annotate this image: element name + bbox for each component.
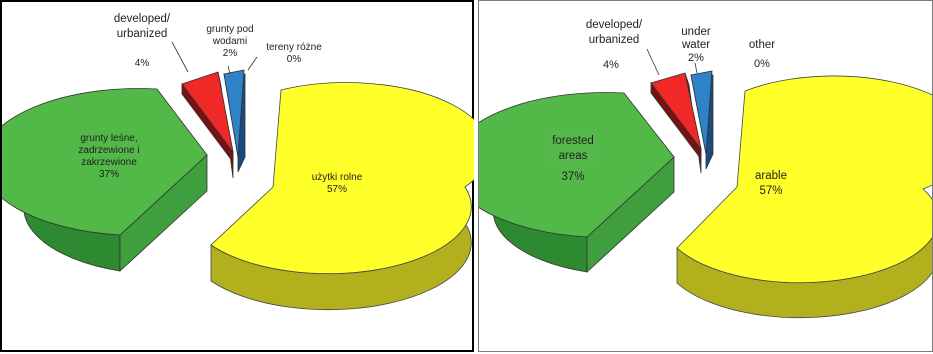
label-arable-name: użytki rolne (311, 172, 363, 183)
label-developed-value: 4% (596, 59, 626, 71)
pie-chart-english: arable 57% forested areas 37% developed/… (478, 0, 933, 352)
label-water: under water 2% (671, 26, 721, 65)
label-arable-name: arable (755, 170, 787, 182)
label-forest-line2: areas (558, 150, 588, 162)
label-water-line1: under (681, 26, 711, 38)
label-other: other 0% (737, 39, 787, 71)
label-other-name: other (748, 39, 776, 51)
label-developed-line2: urbanized (116, 28, 168, 40)
leader-developed (646, 48, 660, 76)
label-forest-box: forested areas (548, 132, 598, 166)
label-forest: forested areas 37% (535, 132, 611, 185)
slice-developed-top (181, 71, 234, 153)
pie-3d-left (2, 41, 474, 311)
label-developed-pct: 4% (134, 58, 150, 69)
label-forest-value: 37% (561, 171, 585, 183)
label-water-line1: grunty pod (206, 24, 254, 35)
slice-water-top (223, 69, 245, 158)
label-other-value: 0% (286, 54, 302, 65)
leader-developed (171, 41, 189, 73)
label-forest-line1: grunty leśne, (80, 133, 138, 144)
label-arable-value: 57% (326, 184, 347, 195)
label-other-value: 0% (754, 58, 770, 70)
label-developed: developed/ urbanized (575, 18, 653, 48)
label-arable: arable 57% (731, 169, 811, 199)
label-water-line2: wodami (212, 36, 248, 47)
slice-arable-top (210, 82, 474, 275)
label-arable: użytki rolne 57% (292, 172, 382, 196)
label-water-value: 2% (222, 48, 238, 59)
label-forest-value: 37% (98, 169, 119, 180)
label-forest: grunty leśne, zadrzewione i zakrzewione … (59, 133, 159, 181)
slice-forest-top (2, 88, 208, 236)
label-developed-line2: urbanized (588, 34, 640, 46)
label-developed-line1: developed/ (585, 19, 643, 31)
slice-arable-top (676, 75, 932, 284)
label-developed: developed/ urbanized (102, 12, 182, 42)
leader-other (247, 56, 258, 71)
label-water: grunty pod wodami 2% (200, 24, 260, 60)
leader-water (694, 62, 698, 74)
label-water-value: 2% (688, 52, 704, 64)
label-forest-line3: zakrzewione (81, 157, 137, 168)
slice-developed-top (650, 72, 702, 150)
slice-water-top (690, 70, 713, 155)
label-forest-line2: zadrzewione i (78, 145, 140, 156)
label-forest-line1: forested (552, 135, 594, 147)
leader-water (227, 65, 231, 75)
label-other-name: tereny różne (266, 42, 322, 53)
label-arable-value: 57% (759, 185, 783, 197)
label-other: tereny różne 0% (254, 42, 334, 66)
pie-3d-right (479, 48, 932, 319)
pie-chart-polish: użytki rolne 57% grunty leśne, zadrzewio… (0, 0, 474, 352)
label-water-line2: water (681, 39, 711, 51)
label-developed-line1: developed/ (113, 13, 171, 25)
label-developed-value: 4% (127, 58, 157, 70)
label-developed-pct: 4% (603, 59, 619, 71)
